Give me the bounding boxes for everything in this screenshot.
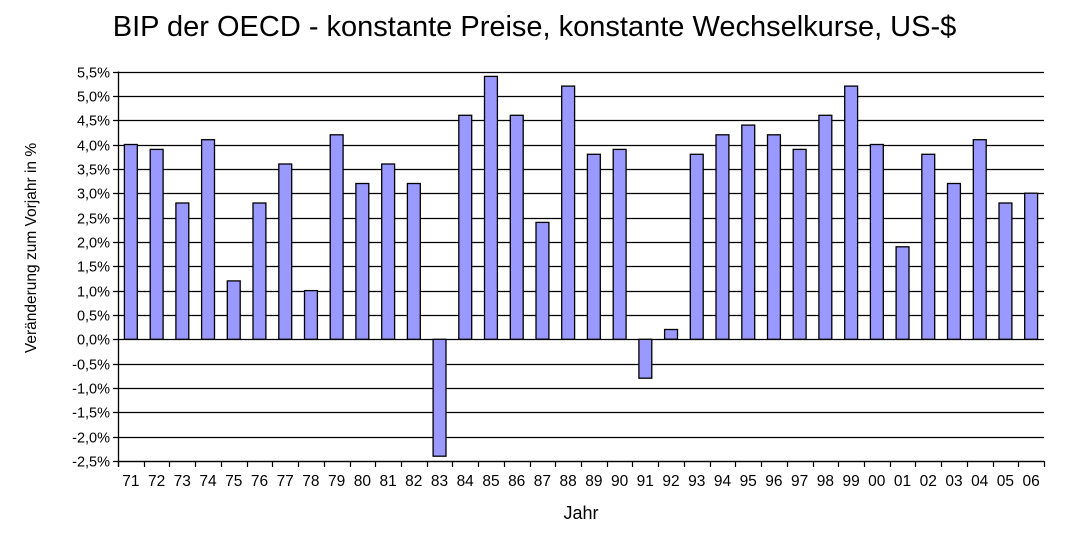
y-tick-label: -1,5%	[72, 406, 110, 422]
x-tick-label: 01	[894, 473, 911, 490]
bar-85	[483, 75, 499, 340]
bar-95	[741, 124, 756, 340]
x-tick-label: 83	[431, 473, 448, 490]
bar-97	[792, 148, 807, 340]
x-tick-label: 72	[148, 473, 165, 490]
bar-78	[303, 289, 319, 340]
x-tick-label: 03	[945, 473, 962, 490]
bar-05	[998, 202, 1013, 340]
bar-77	[278, 163, 293, 340]
bar-96	[766, 134, 782, 340]
x-tick-label: 93	[688, 473, 705, 490]
bar-80	[355, 182, 370, 340]
x-tick-label: 86	[508, 473, 525, 490]
x-tick-label: 04	[971, 473, 989, 490]
x-tick-label: 75	[225, 473, 242, 490]
bar-04	[972, 139, 987, 340]
bar-93	[689, 153, 704, 340]
bars	[123, 75, 1039, 457]
y-tick-label: 4,5%	[77, 114, 110, 130]
y-tick-label: -2,0%	[72, 431, 110, 447]
x-tick-label: 05	[997, 473, 1014, 490]
x-tick-label: 80	[354, 473, 372, 490]
x-tick-label: 88	[559, 473, 576, 490]
bar-91	[638, 338, 653, 379]
bar-98	[818, 114, 833, 340]
bar-87	[535, 221, 550, 340]
y-tick-label: 3,5%	[77, 163, 110, 179]
y-tick-label: -1,0%	[72, 382, 110, 398]
bar-99	[844, 85, 859, 340]
x-tick-label: 95	[740, 473, 757, 490]
y-tick-label: 0,5%	[77, 309, 110, 325]
x-tick-label: 79	[328, 473, 345, 490]
bar-86	[509, 114, 524, 340]
x-tick-label: 77	[277, 473, 294, 490]
y-tick-label: 3,0%	[77, 187, 110, 203]
bar-06	[1024, 192, 1039, 340]
x-axis-ticks: 71 72 73 74 75 76 77 78 79 80 81 82 83 84 85 86 87 88 89 90…	[117, 461, 1046, 490]
gridlines	[113, 71, 1044, 463]
x-tick-label: 02	[920, 473, 937, 490]
x-tick-label: 96	[765, 473, 782, 490]
x-tick-label: 89	[585, 473, 602, 490]
bar-72	[149, 148, 164, 340]
chart-title: BIP der OECD - konstante Preise, konstan…	[112, 11, 957, 43]
bar-88	[561, 85, 576, 340]
y-tick-label: 0,0%	[77, 333, 110, 349]
x-tick-label: 73	[174, 473, 191, 490]
bar-03	[946, 182, 962, 340]
x-tick-label: 78	[302, 473, 319, 490]
x-tick-label: 71	[122, 473, 139, 490]
x-tick-label: 97	[791, 473, 808, 490]
y-tick-label: 2,5%	[77, 212, 110, 228]
bar-79	[329, 134, 344, 340]
x-tick-label: 99	[842, 473, 859, 490]
bar-71	[123, 143, 138, 340]
x-tick-label: 90	[611, 473, 629, 490]
x-axis-label: Jahr	[563, 503, 599, 523]
y-axis-ticks: 5,5% 5,0% 4,5% 4,0% 3,5% 3,0% 2,5% 2,0% 1,5% 1,0%…	[72, 66, 110, 471]
x-tick-label: 94	[714, 473, 732, 490]
bar-00	[869, 143, 884, 340]
bar-73	[175, 202, 190, 340]
x-tick-label: 92	[662, 473, 679, 490]
y-tick-label: 5,5%	[77, 66, 110, 82]
x-tick-label: 81	[379, 473, 396, 490]
x-tick-label: 87	[534, 473, 551, 490]
x-tick-label: 06	[1022, 473, 1039, 490]
bar-92	[663, 328, 679, 340]
x-tick-label: 82	[405, 473, 422, 490]
y-tick-label: 1,0%	[77, 285, 110, 301]
bar-74	[200, 139, 216, 340]
bar-81	[381, 163, 396, 340]
bar-82	[406, 182, 421, 340]
bar-89	[586, 153, 601, 340]
bar-90	[612, 148, 627, 340]
x-tick-label: 76	[251, 473, 268, 490]
bar-02	[921, 153, 936, 340]
y-tick-label: 2,0%	[77, 236, 110, 252]
x-tick-label: 91	[637, 473, 654, 490]
bar-84	[458, 114, 473, 340]
y-tick-label: 1,5%	[77, 260, 110, 276]
y-tick-label: -0,5%	[72, 358, 110, 374]
bar-76	[252, 202, 267, 340]
bar-94	[715, 134, 730, 340]
x-tick-label: 85	[482, 473, 499, 490]
y-tick-label: 4,0%	[77, 139, 110, 155]
x-tick-label: 84	[457, 473, 475, 490]
x-tick-label: 00	[868, 473, 886, 490]
x-tick-label: 98	[817, 473, 834, 490]
bar-01	[895, 246, 910, 340]
bar-83	[432, 338, 447, 457]
y-tick-label: 5,0%	[77, 90, 110, 106]
y-tick-label: -2,5%	[72, 455, 110, 471]
x-tick-label: 74	[199, 473, 217, 490]
bar-75	[226, 280, 241, 340]
